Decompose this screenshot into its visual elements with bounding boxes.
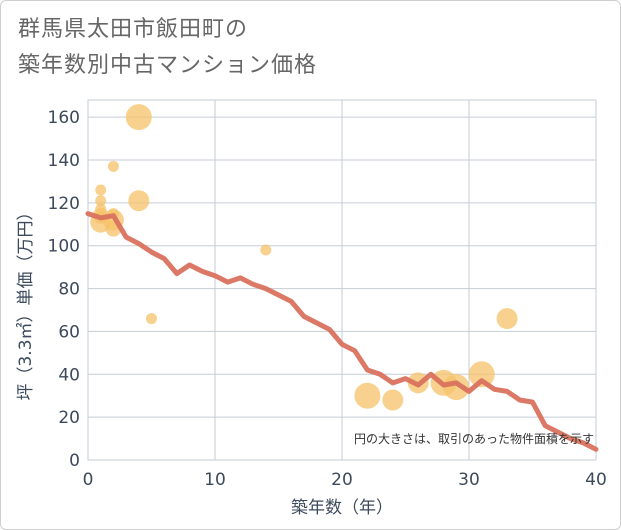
bubble-point [95, 184, 107, 196]
trend-line-series [85, 211, 599, 452]
x-tick-label: 10 [204, 470, 226, 490]
y-tick-label: 40 [58, 365, 80, 385]
chart-title: 群馬県太田市飯田町の 築年数別中古マンション価格 [18, 12, 317, 84]
y-tick-label: 160 [48, 108, 80, 128]
bubble-point [146, 313, 157, 325]
bubble-point [496, 308, 518, 330]
x-tick-label: 30 [458, 470, 480, 490]
chart-title-line-2: 築年数別中古マンション価格 [18, 53, 318, 78]
bubble-point [128, 190, 150, 212]
axis-ticks: 0 20 40 60 80 100 120 140 160 0 10 20 30 40 [48, 108, 607, 490]
chart-title-line-1: 群馬県太田市飯田町の [18, 17, 249, 42]
x-tick-label: 0 [83, 470, 94, 490]
y-tick-label: 100 [48, 237, 80, 257]
y-tick-label: 20 [58, 408, 80, 428]
bubble-point [107, 160, 119, 172]
bubble-point [443, 374, 470, 401]
bubble-point [125, 104, 152, 131]
x-tick-label: 20 [331, 470, 353, 490]
x-axis-label: 築年数（年） [291, 498, 393, 518]
bubble-point [95, 195, 107, 207]
grid-lines [87, 99, 597, 461]
trend-line [85, 211, 599, 452]
y-tick-label: 120 [48, 194, 80, 214]
y-tick-label: 0 [69, 451, 80, 471]
y-axis-label: 坪（3.3㎡）単価（万円） [16, 203, 36, 400]
bubble-point [260, 244, 272, 256]
x-tick-label: 40 [585, 470, 607, 490]
bubble-point [468, 361, 495, 388]
bubble-series [90, 104, 518, 411]
bubble-point [354, 382, 381, 409]
y-tick-label: 140 [48, 151, 80, 171]
bubble-size-note: 円の大きさは、取引のあった物件面積を示す [354, 431, 594, 446]
y-tick-label: 60 [58, 322, 80, 342]
y-tick-label: 80 [58, 280, 80, 300]
bubble-point [382, 389, 404, 411]
